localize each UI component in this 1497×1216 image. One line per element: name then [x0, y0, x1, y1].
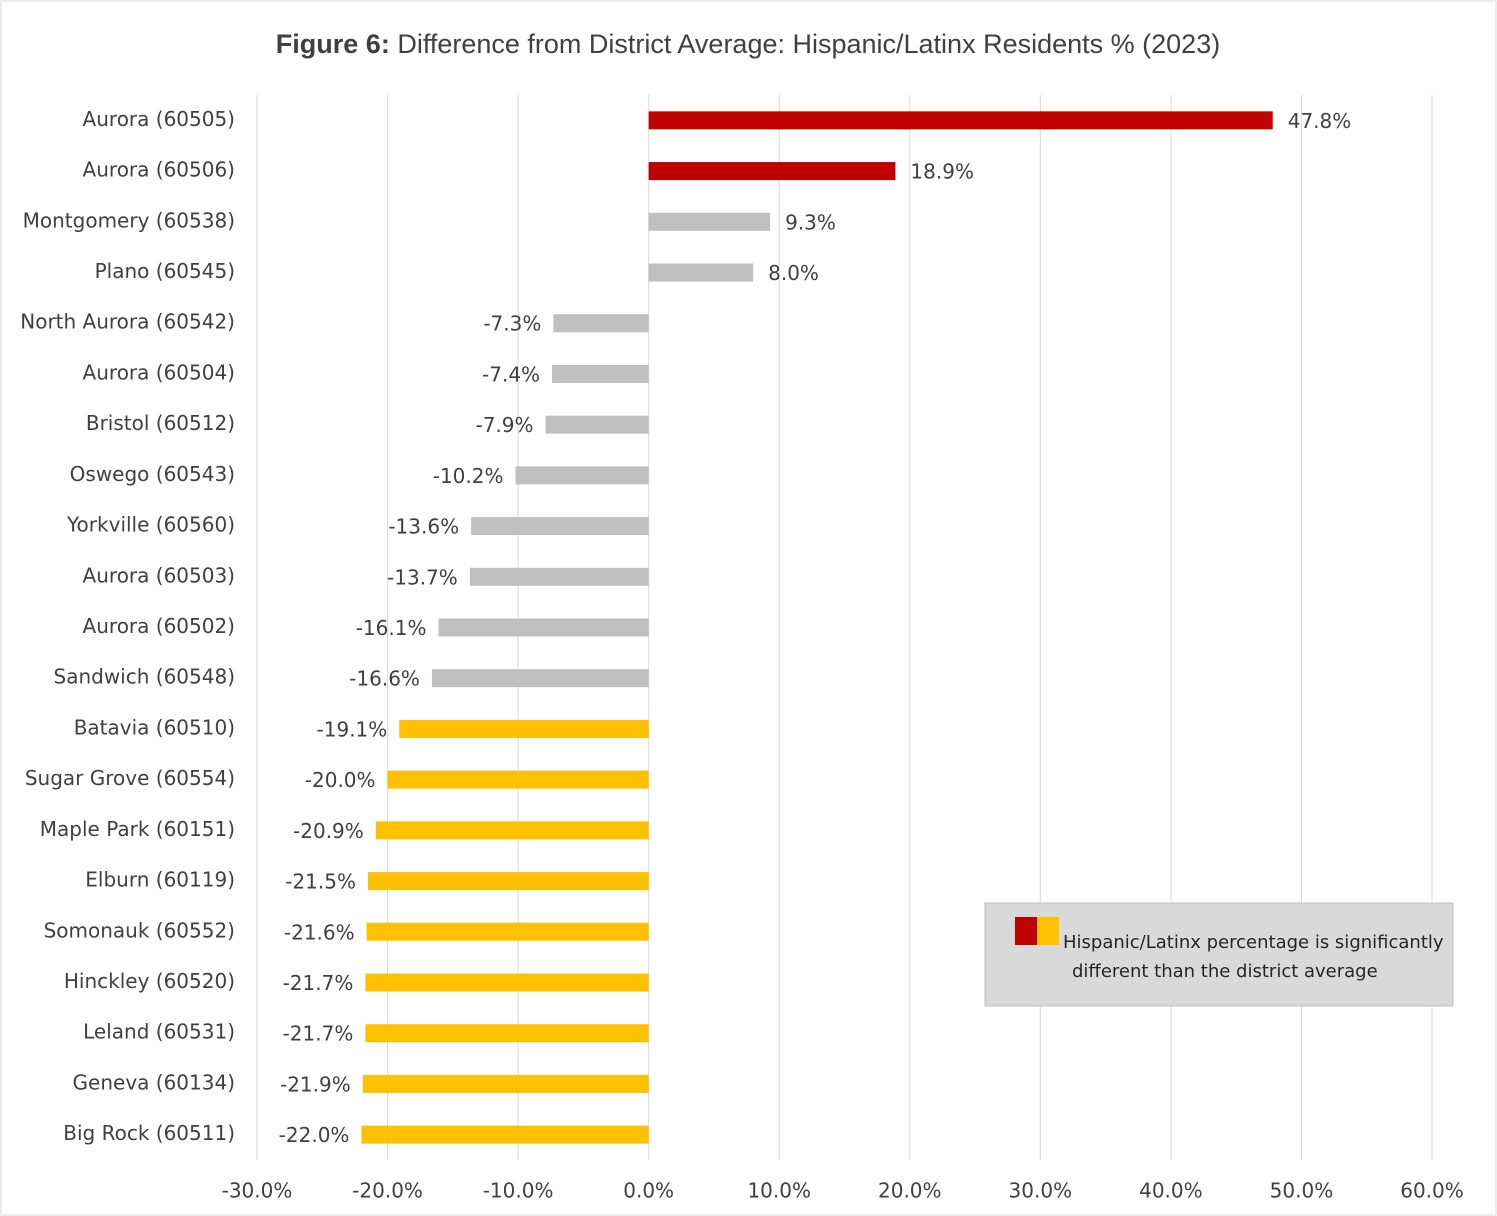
bar: [552, 364, 649, 383]
bar: [648, 111, 1273, 130]
bar: [648, 162, 896, 181]
y-tick-label: Aurora (60505): [83, 107, 235, 131]
chart-title: Figure 6: Difference from District Avera…: [276, 29, 1220, 59]
value-label: -10.2%: [433, 464, 504, 488]
value-label: -7.4%: [482, 362, 540, 386]
y-tick-label: Plano (60545): [95, 259, 235, 283]
value-label: 47.8%: [1288, 109, 1352, 133]
value-label: 8.0%: [768, 261, 819, 285]
bar: [545, 415, 649, 434]
y-tick-label: Somonauk (60552): [44, 918, 235, 942]
bar: [438, 618, 649, 637]
x-tick-label: 0.0%: [623, 1179, 674, 1203]
value-label: -7.9%: [475, 413, 533, 437]
legend-text: different than the district average: [1072, 961, 1378, 982]
bar: [361, 1125, 649, 1144]
y-tick-label: Leland (60531): [83, 1020, 235, 1044]
bar: [648, 212, 771, 231]
title-text: Difference from District Average: Hispan…: [397, 29, 1220, 59]
x-tick-label: 10.0%: [747, 1179, 811, 1203]
bar: [365, 1024, 649, 1043]
bar: [431, 669, 649, 688]
bar: [469, 567, 649, 586]
value-label: -21.7%: [283, 971, 354, 995]
y-tick-label: Big Rock (60511): [63, 1121, 235, 1145]
x-tick-label: -10.0%: [483, 1179, 554, 1203]
value-label: -16.6%: [349, 667, 420, 691]
y-tick-label: Oswego (60543): [70, 462, 235, 486]
value-label: -7.3%: [483, 312, 541, 336]
x-tick-label: -20.0%: [352, 1179, 423, 1203]
value-label: -20.9%: [293, 819, 364, 843]
bar: [553, 314, 649, 333]
value-label: -19.1%: [317, 717, 388, 741]
legend-text: Hispanic/Latinx percentage is significan…: [1063, 932, 1444, 953]
legend-box: [984, 902, 1454, 1007]
y-tick-label: Montgomery (60538): [23, 208, 235, 232]
y-tick-label: Bristol (60512): [86, 411, 235, 435]
x-tick-label: -30.0%: [222, 1179, 293, 1203]
value-label: -20.0%: [305, 768, 376, 792]
bar: [367, 872, 649, 891]
bar: [471, 517, 649, 536]
x-tick-label: 40.0%: [1139, 1179, 1203, 1203]
x-tick-label: 60.0%: [1400, 1179, 1464, 1203]
y-tick-label: Sandwich (60548): [54, 665, 236, 689]
y-tick-label: Sugar Grove (60554): [25, 766, 235, 790]
y-tick-label: North Aurora (60542): [20, 310, 235, 334]
y-tick-label: Yorkville (60560): [66, 513, 235, 537]
bar: [375, 821, 649, 840]
value-label: -21.9%: [280, 1072, 351, 1096]
value-label: 18.9%: [910, 160, 974, 184]
y-tick-label: Maple Park (60151): [40, 817, 235, 841]
x-tick-label: 20.0%: [878, 1179, 942, 1203]
x-tick-label: 50.0%: [1270, 1179, 1334, 1203]
y-tick-label: Elburn (60119): [85, 868, 235, 892]
bar: [387, 770, 649, 789]
value-label: -13.6%: [388, 515, 459, 539]
y-tick-label: Aurora (60503): [83, 563, 235, 587]
value-label: -16.1%: [356, 616, 427, 640]
value-label: 9.3%: [785, 210, 836, 234]
value-label: -22.0%: [279, 1123, 350, 1147]
bar: [648, 263, 754, 282]
y-tick-label: Batavia (60510): [74, 715, 235, 739]
bar: [399, 719, 649, 738]
y-tick-label: Aurora (60502): [83, 614, 235, 638]
y-tick-label: Hinckley (60520): [64, 969, 235, 993]
title-prefix: Figure 6:: [276, 29, 390, 59]
x-tick-label: 30.0%: [1009, 1179, 1073, 1203]
legend-swatch: [1015, 917, 1037, 945]
legend-swatch: [1037, 917, 1059, 945]
y-tick-label: Geneva (60134): [73, 1070, 235, 1094]
y-tick-label: Aurora (60504): [83, 360, 235, 384]
value-label: -21.7%: [283, 1022, 354, 1046]
value-label: -21.6%: [284, 920, 355, 944]
value-label: -13.7%: [387, 565, 458, 589]
bar: [365, 973, 649, 992]
bar: [362, 1074, 649, 1093]
bar: [515, 466, 649, 485]
y-tick-label: Aurora (60506): [83, 158, 235, 182]
bar: [366, 922, 649, 941]
value-label: -21.5%: [285, 870, 356, 894]
